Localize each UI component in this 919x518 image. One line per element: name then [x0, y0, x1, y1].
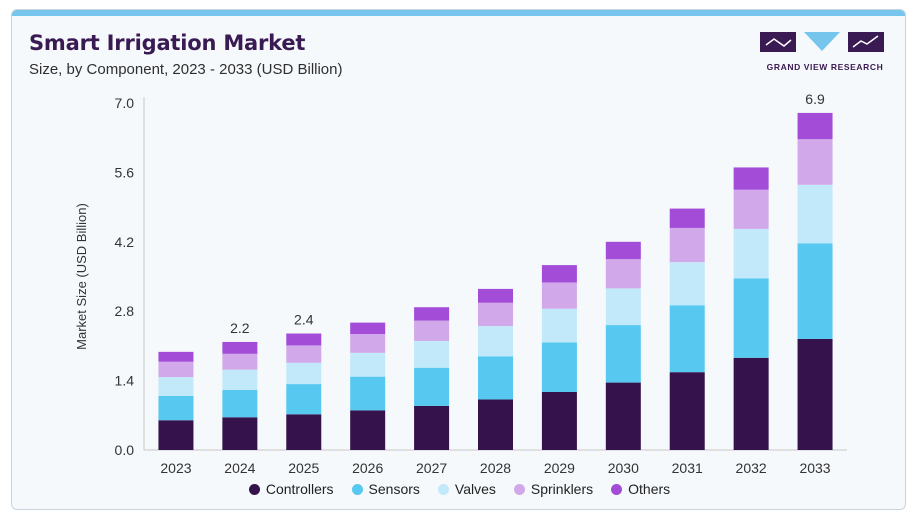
bar-segment-sensors-2027 — [414, 367, 450, 406]
brand-logo-icon — [760, 32, 884, 52]
legend-swatch — [351, 483, 363, 495]
legend-label: Controllers — [265, 481, 334, 497]
bar-segment-sensors-2030 — [605, 325, 641, 383]
bar-segment-valves-2033 — [797, 184, 833, 244]
chart-legend: Controllers Sensors Valves Sprinklers Others — [12, 481, 905, 497]
bar-segment-others-2031 — [669, 208, 705, 228]
bar-segment-valves-2026 — [350, 352, 386, 377]
bar-segment-sprinklers-2033 — [797, 139, 833, 185]
x-tick-label: 2031 — [672, 460, 703, 476]
legend-item-others: Others — [611, 481, 670, 497]
legend-item-controllers: Controllers — [248, 481, 334, 497]
legend-swatch — [437, 483, 449, 495]
data-label-2024: 2.2 — [230, 320, 250, 336]
x-tick-label: 2026 — [352, 460, 383, 476]
bar-segment-valves-2027 — [414, 340, 450, 368]
bar-segment-controllers-2033 — [797, 338, 833, 450]
bar-segment-controllers-2023 — [158, 420, 194, 450]
bar-segment-controllers-2024 — [222, 417, 258, 450]
data-label-2033: 6.9 — [805, 91, 825, 107]
bar-segment-valves-2032 — [733, 228, 769, 279]
bar-segment-sprinklers-2029 — [541, 282, 577, 309]
accent-bar — [12, 10, 905, 16]
x-tick-label: 2023 — [160, 460, 191, 476]
bar-segment-valves-2029 — [541, 308, 577, 343]
x-tick-label: 2025 — [288, 460, 319, 476]
bar-segment-others-2030 — [605, 241, 641, 260]
bar-segment-sensors-2031 — [669, 305, 705, 373]
bar-segment-controllers-2029 — [541, 392, 577, 450]
x-tick-label: 2027 — [416, 460, 447, 476]
legend-label: Others — [628, 481, 671, 497]
bar-segment-controllers-2030 — [605, 382, 641, 450]
bar-segment-others-2023 — [158, 351, 194, 362]
y-tick-label: 2.8 — [115, 303, 135, 319]
legend-item-sensors: Sensors — [351, 481, 420, 497]
bar-segment-valves-2025 — [286, 362, 322, 385]
bar-segment-sprinklers-2030 — [605, 259, 641, 289]
bar-segment-controllers-2028 — [478, 399, 513, 450]
y-tick-label: 7.0 — [115, 95, 135, 111]
bar-segment-sprinklers-2026 — [350, 334, 386, 353]
bar-segment-sprinklers-2023 — [158, 361, 194, 378]
x-tick-label: 2030 — [608, 460, 639, 476]
bar-segment-sensors-2033 — [797, 243, 833, 339]
legend-label: Sensors — [368, 481, 420, 497]
bar-segment-controllers-2031 — [669, 372, 705, 450]
x-tick-label: 2032 — [736, 460, 767, 476]
chart-title: Smart Irrigation Market — [29, 31, 306, 55]
x-tick-label: 2024 — [224, 460, 255, 476]
legend-swatch — [611, 483, 623, 495]
bar-segment-sensors-2024 — [222, 390, 258, 418]
legend-item-sprinklers: Sprinklers — [513, 481, 594, 497]
chart-subtitle: Size, by Component, 2023 - 2033 (USD Bil… — [29, 61, 343, 78]
data-label-2025: 2.4 — [294, 312, 314, 328]
bar-segment-others-2027 — [414, 307, 450, 321]
brand-name: GRAND VIEW RESEARCH — [766, 62, 884, 72]
bar-segment-controllers-2025 — [286, 414, 322, 450]
bar-segment-controllers-2027 — [414, 405, 450, 450]
bar-segment-sprinklers-2031 — [669, 227, 705, 263]
bar-segment-controllers-2026 — [350, 410, 386, 450]
bar-segment-sensors-2029 — [541, 342, 577, 393]
chart-card: Smart Irrigation Market Size, by Compone… — [11, 9, 906, 510]
legend-swatch — [513, 483, 525, 495]
x-tick-label: 2028 — [480, 460, 511, 476]
legend-label: Sprinklers — [530, 481, 594, 497]
bar-segment-others-2033 — [797, 112, 833, 140]
bar-segment-controllers-2032 — [733, 357, 769, 450]
bar-segment-sprinklers-2028 — [478, 302, 513, 327]
y-tick-label: 0.0 — [115, 442, 135, 458]
bar-segment-others-2032 — [733, 167, 769, 190]
bar-segment-sprinklers-2032 — [733, 189, 769, 229]
bar-segment-sensors-2026 — [350, 376, 386, 411]
bar-segment-valves-2023 — [158, 377, 194, 396]
legend-item-valves: Valves — [437, 481, 496, 497]
x-tick-label: 2033 — [799, 460, 830, 476]
y-tick-label: 1.4 — [115, 373, 135, 389]
y-axis-label: Market Size (USD Billion) — [74, 203, 89, 350]
legend-label: Valves — [454, 481, 496, 497]
bar-segment-valves-2031 — [669, 262, 705, 306]
y-tick-label: 5.6 — [115, 164, 135, 180]
legend-swatch — [248, 483, 260, 495]
bar-segment-sensors-2032 — [733, 278, 769, 358]
bar-segment-sprinklers-2024 — [222, 353, 258, 370]
bar-segment-others-2026 — [350, 322, 386, 335]
bar-segment-others-2028 — [478, 288, 513, 303]
bar-segment-sprinklers-2025 — [286, 345, 322, 363]
bar-segment-others-2024 — [222, 341, 258, 354]
stacked-bar-chart: 0.0 1.4 2.8 4.2 5.6 7.0 Market Size (USD Billi… — [74, 91, 847, 476]
bar-segment-sensors-2023 — [158, 395, 194, 421]
bar-segment-others-2025 — [286, 333, 322, 346]
y-tick-label: 4.2 — [115, 234, 135, 250]
bar-segment-sensors-2028 — [478, 356, 513, 400]
bar-segment-valves-2028 — [478, 326, 513, 357]
bar-segment-sensors-2025 — [286, 384, 322, 415]
bar-segment-sprinklers-2027 — [414, 320, 450, 341]
x-tick-label: 2029 — [544, 460, 575, 476]
bar-segment-valves-2024 — [222, 369, 258, 391]
bar-segment-others-2029 — [541, 265, 577, 283]
bar-segment-valves-2030 — [605, 288, 641, 326]
